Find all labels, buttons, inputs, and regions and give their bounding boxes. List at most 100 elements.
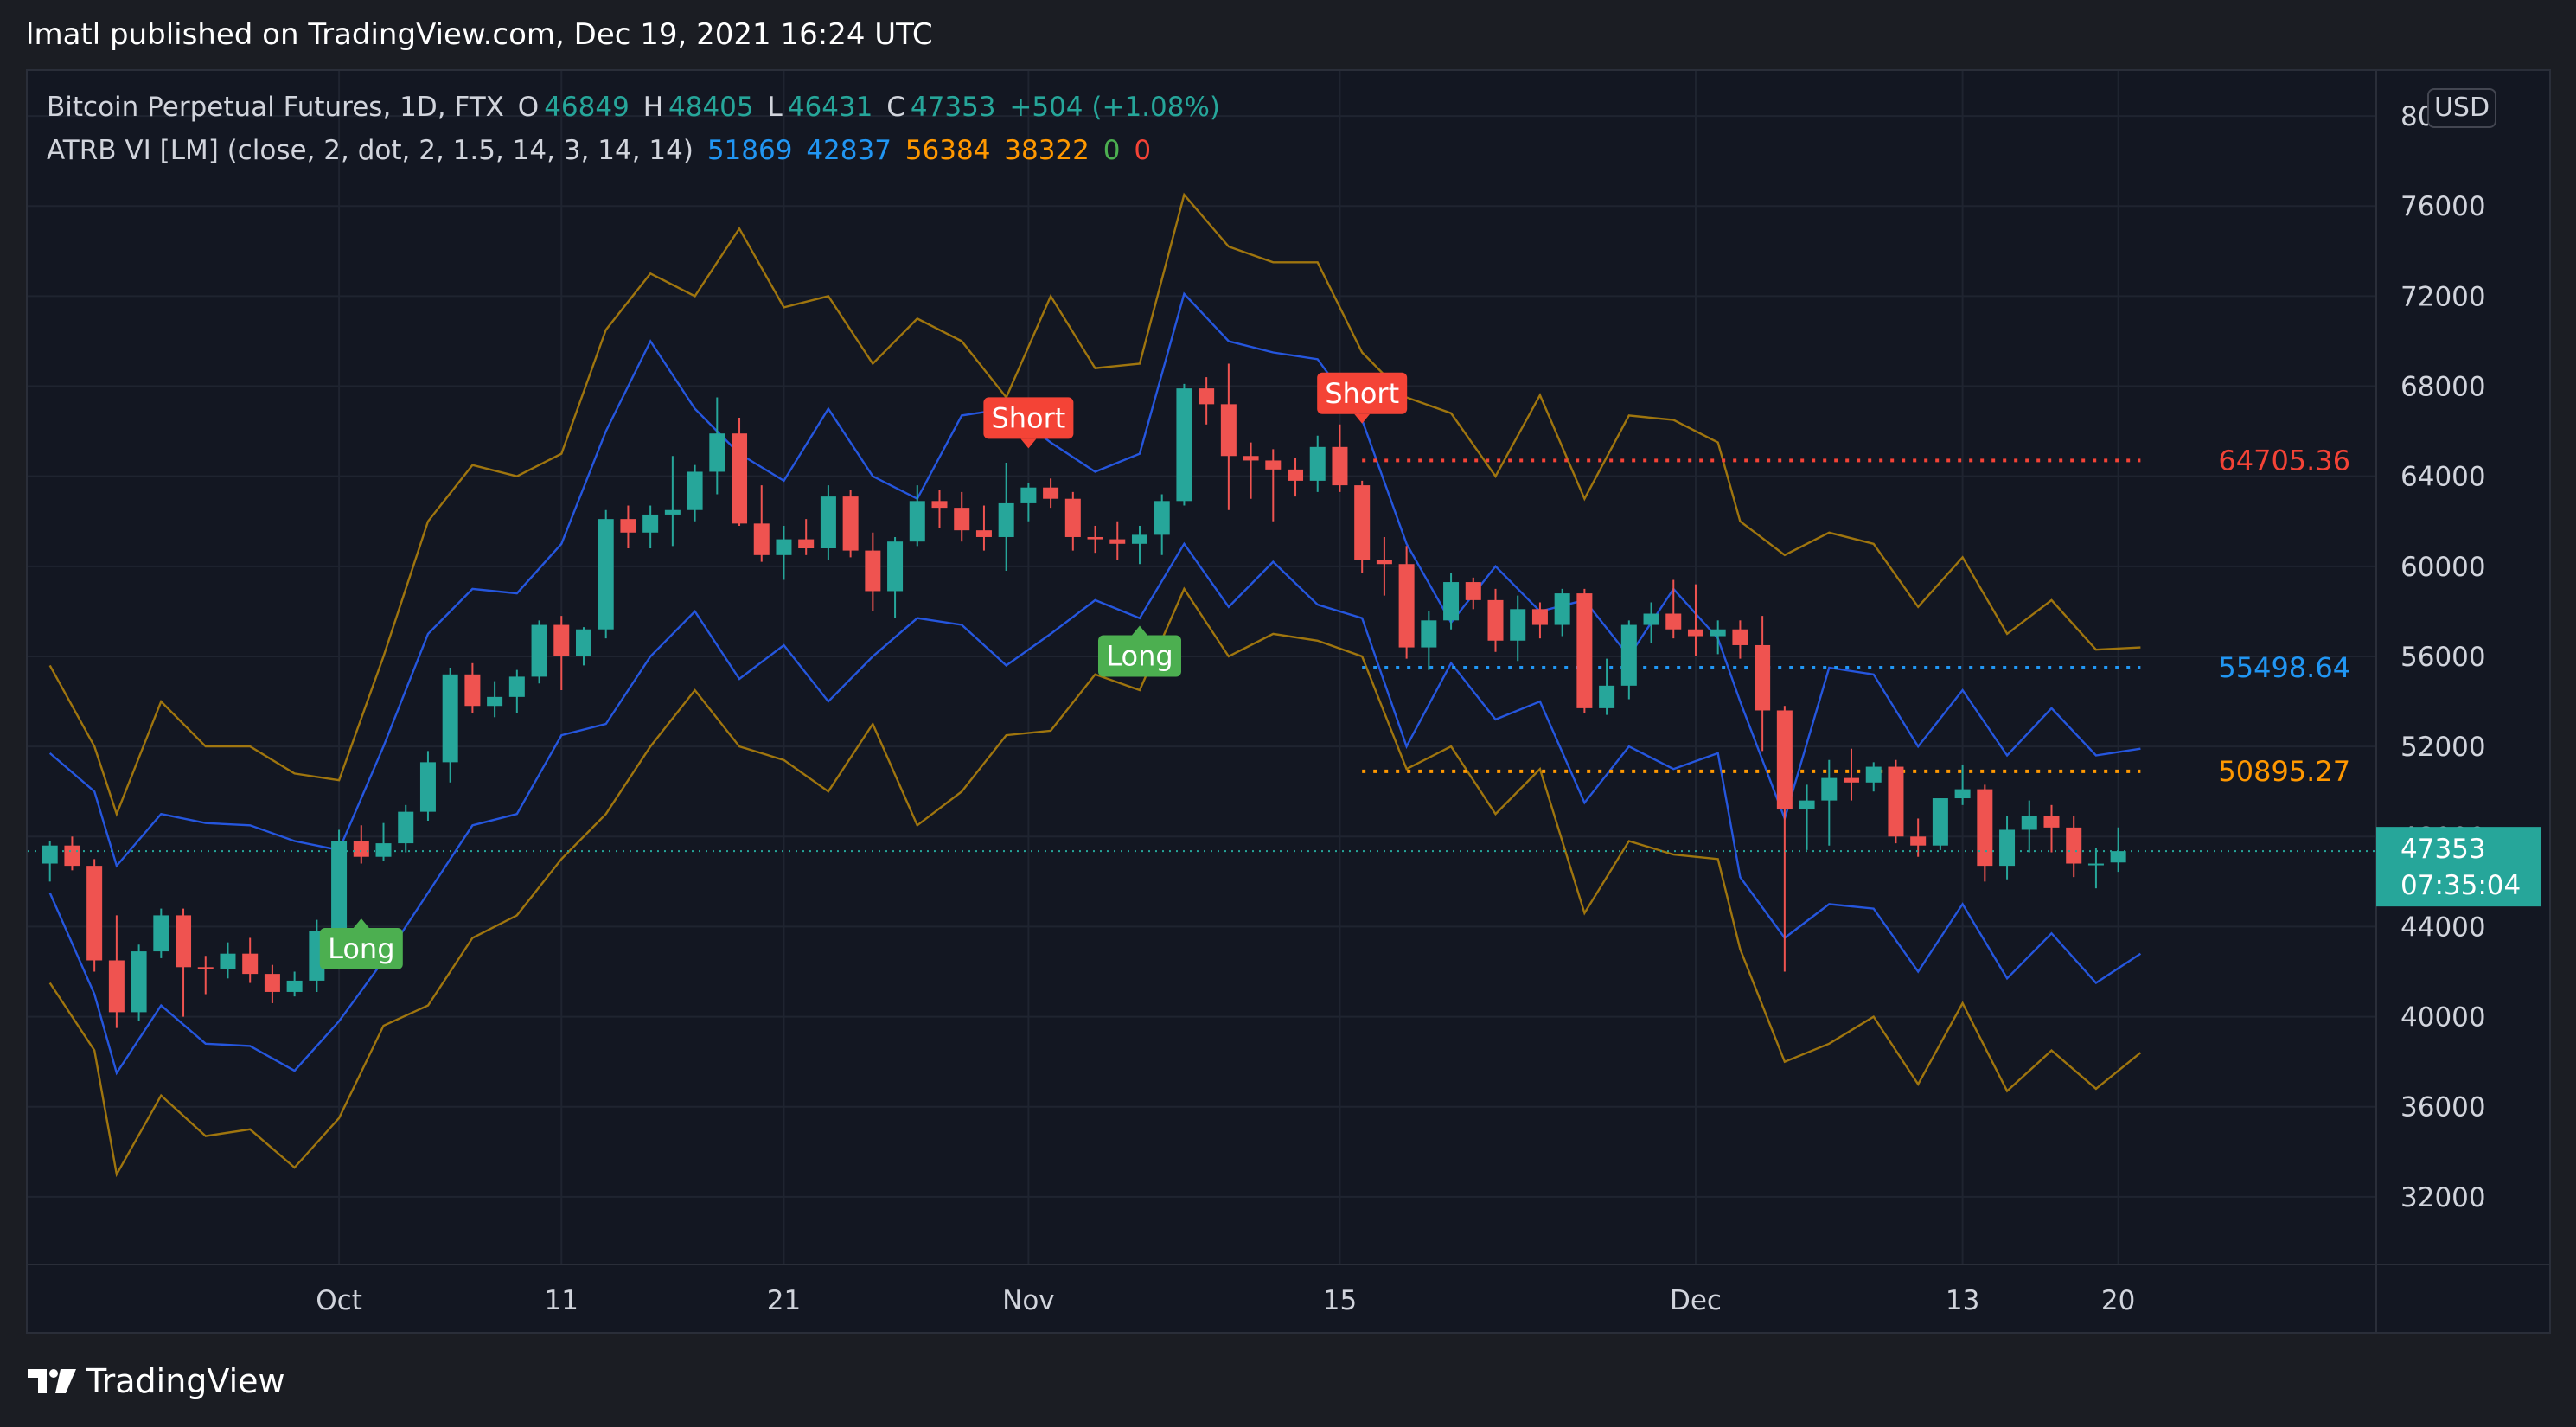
candle-down (1732, 620, 1748, 659)
candle-down (1977, 784, 1993, 882)
candle-body (1776, 710, 1793, 810)
candle-body (131, 951, 147, 1013)
candle-body (419, 762, 436, 812)
candle-down (1064, 491, 1081, 551)
signal-pointer (1020, 438, 1037, 449)
candle-body (1732, 629, 1748, 645)
candle-body (1576, 593, 1593, 708)
candle-up (1620, 620, 1637, 700)
candle-up (1131, 525, 1147, 565)
candle-body (1354, 485, 1371, 560)
candle-body (1999, 829, 2016, 867)
candle-up (909, 485, 925, 547)
candle-up (1821, 759, 1838, 846)
candle-up (1176, 383, 1192, 506)
indicator-legend: ATRB VI [LM] (close, 2, dot, 2, 1.5, 14,… (47, 135, 1156, 166)
candlestick-chart[interactable]: 64705.36 55498.64 50895.27 Long Short Long Sho… (28, 71, 2549, 1332)
candle-down (1398, 546, 1415, 659)
candle-body (1087, 536, 1103, 540)
candle-body (1687, 629, 1703, 637)
candle-up (487, 681, 503, 718)
candle-up (709, 397, 725, 495)
candle-body (487, 696, 503, 707)
y-tick-label: 60000 (2400, 552, 2486, 583)
candle-body (664, 509, 681, 515)
candle-down (753, 485, 770, 562)
candle-up (887, 536, 904, 618)
candle-down (1576, 588, 1593, 714)
close-value: 47353 (910, 92, 996, 123)
y-tick-label: 56000 (2400, 642, 2486, 673)
chart-frame[interactable]: 64705.36 55498.64 50895.27 Long Short Long Sho… (26, 69, 2551, 1334)
y-tick-label: 72000 (2400, 281, 2486, 312)
signal-text: Short (1325, 377, 1399, 410)
candle-up (776, 525, 792, 580)
outer-upper-band-line (48, 192, 2141, 817)
candle-body (954, 508, 970, 531)
candle-down (1687, 584, 1703, 656)
footer-brand[interactable]: TradingView (26, 1360, 285, 1403)
candle-down (86, 859, 103, 972)
tradingview-logo-icon (28, 1369, 76, 1393)
candle-up (1554, 588, 1570, 637)
candle-body (1932, 798, 1948, 846)
candle-up (331, 829, 348, 945)
candle-body (531, 624, 547, 677)
candle-body (1910, 836, 1927, 846)
level-label: 64705.36 (2218, 444, 2350, 477)
candle-down (1844, 748, 1860, 801)
signal-bg (983, 397, 1074, 439)
candle-up (598, 509, 614, 639)
candle-down (1776, 706, 1793, 972)
candle-down (1199, 377, 1215, 425)
candle-body (1043, 487, 1059, 499)
symbol-title: Bitcoin Perpetual Futures, 1D, FTX (47, 92, 504, 123)
signal-pointer (1354, 413, 1371, 424)
candle-body (1755, 644, 1771, 711)
signal-text: Long (1106, 640, 1173, 673)
signal-bg (1097, 635, 1181, 677)
candle-down (1465, 577, 1481, 610)
long-signal-label: Long (1097, 625, 1181, 677)
candle-down (1265, 449, 1282, 522)
candle-down (954, 491, 970, 542)
last-price-badge: 47353 07:35:04 (2376, 827, 2541, 907)
candle-body (732, 433, 748, 524)
indicator-value: 38322 (1004, 135, 1090, 166)
candle-body (1220, 404, 1237, 457)
signal-pointer (353, 918, 369, 929)
candle-body (1710, 629, 1726, 637)
candle-up (1020, 483, 1037, 522)
candle-up (820, 485, 836, 560)
candle-down (1220, 363, 1237, 510)
candle-down (931, 490, 948, 528)
candle-body (1398, 564, 1415, 648)
candle-body (1064, 498, 1081, 537)
y-tick-label: 76000 (2400, 191, 2486, 222)
candle-body (1109, 539, 1126, 544)
candle-body (1332, 446, 1348, 486)
candle-up (220, 942, 236, 979)
y-tick-label: 64000 (2400, 462, 2486, 493)
candle-down (2066, 816, 2082, 878)
candle-body (1954, 789, 1971, 799)
candle-up (131, 944, 147, 1021)
candle-up (1443, 573, 1460, 630)
candle-down (1487, 588, 1504, 652)
candle-down (197, 956, 214, 995)
candle-down (1332, 424, 1348, 492)
x-tick-label: 21 (767, 1285, 801, 1316)
candle-body (887, 541, 904, 592)
candle-down (1376, 536, 1392, 596)
candle-down (798, 519, 815, 555)
candle-up (419, 751, 436, 822)
currency-button[interactable]: USD (2427, 88, 2496, 128)
x-tick-label: 20 (2101, 1285, 2135, 1316)
candle-up (398, 804, 414, 853)
last-price-badge-bg (2376, 827, 2541, 907)
candle-down (1243, 442, 1259, 499)
candle-body (264, 974, 280, 992)
indicator-value: 56384 (904, 135, 991, 166)
candle-body (931, 501, 948, 509)
candle-down (264, 964, 280, 1003)
